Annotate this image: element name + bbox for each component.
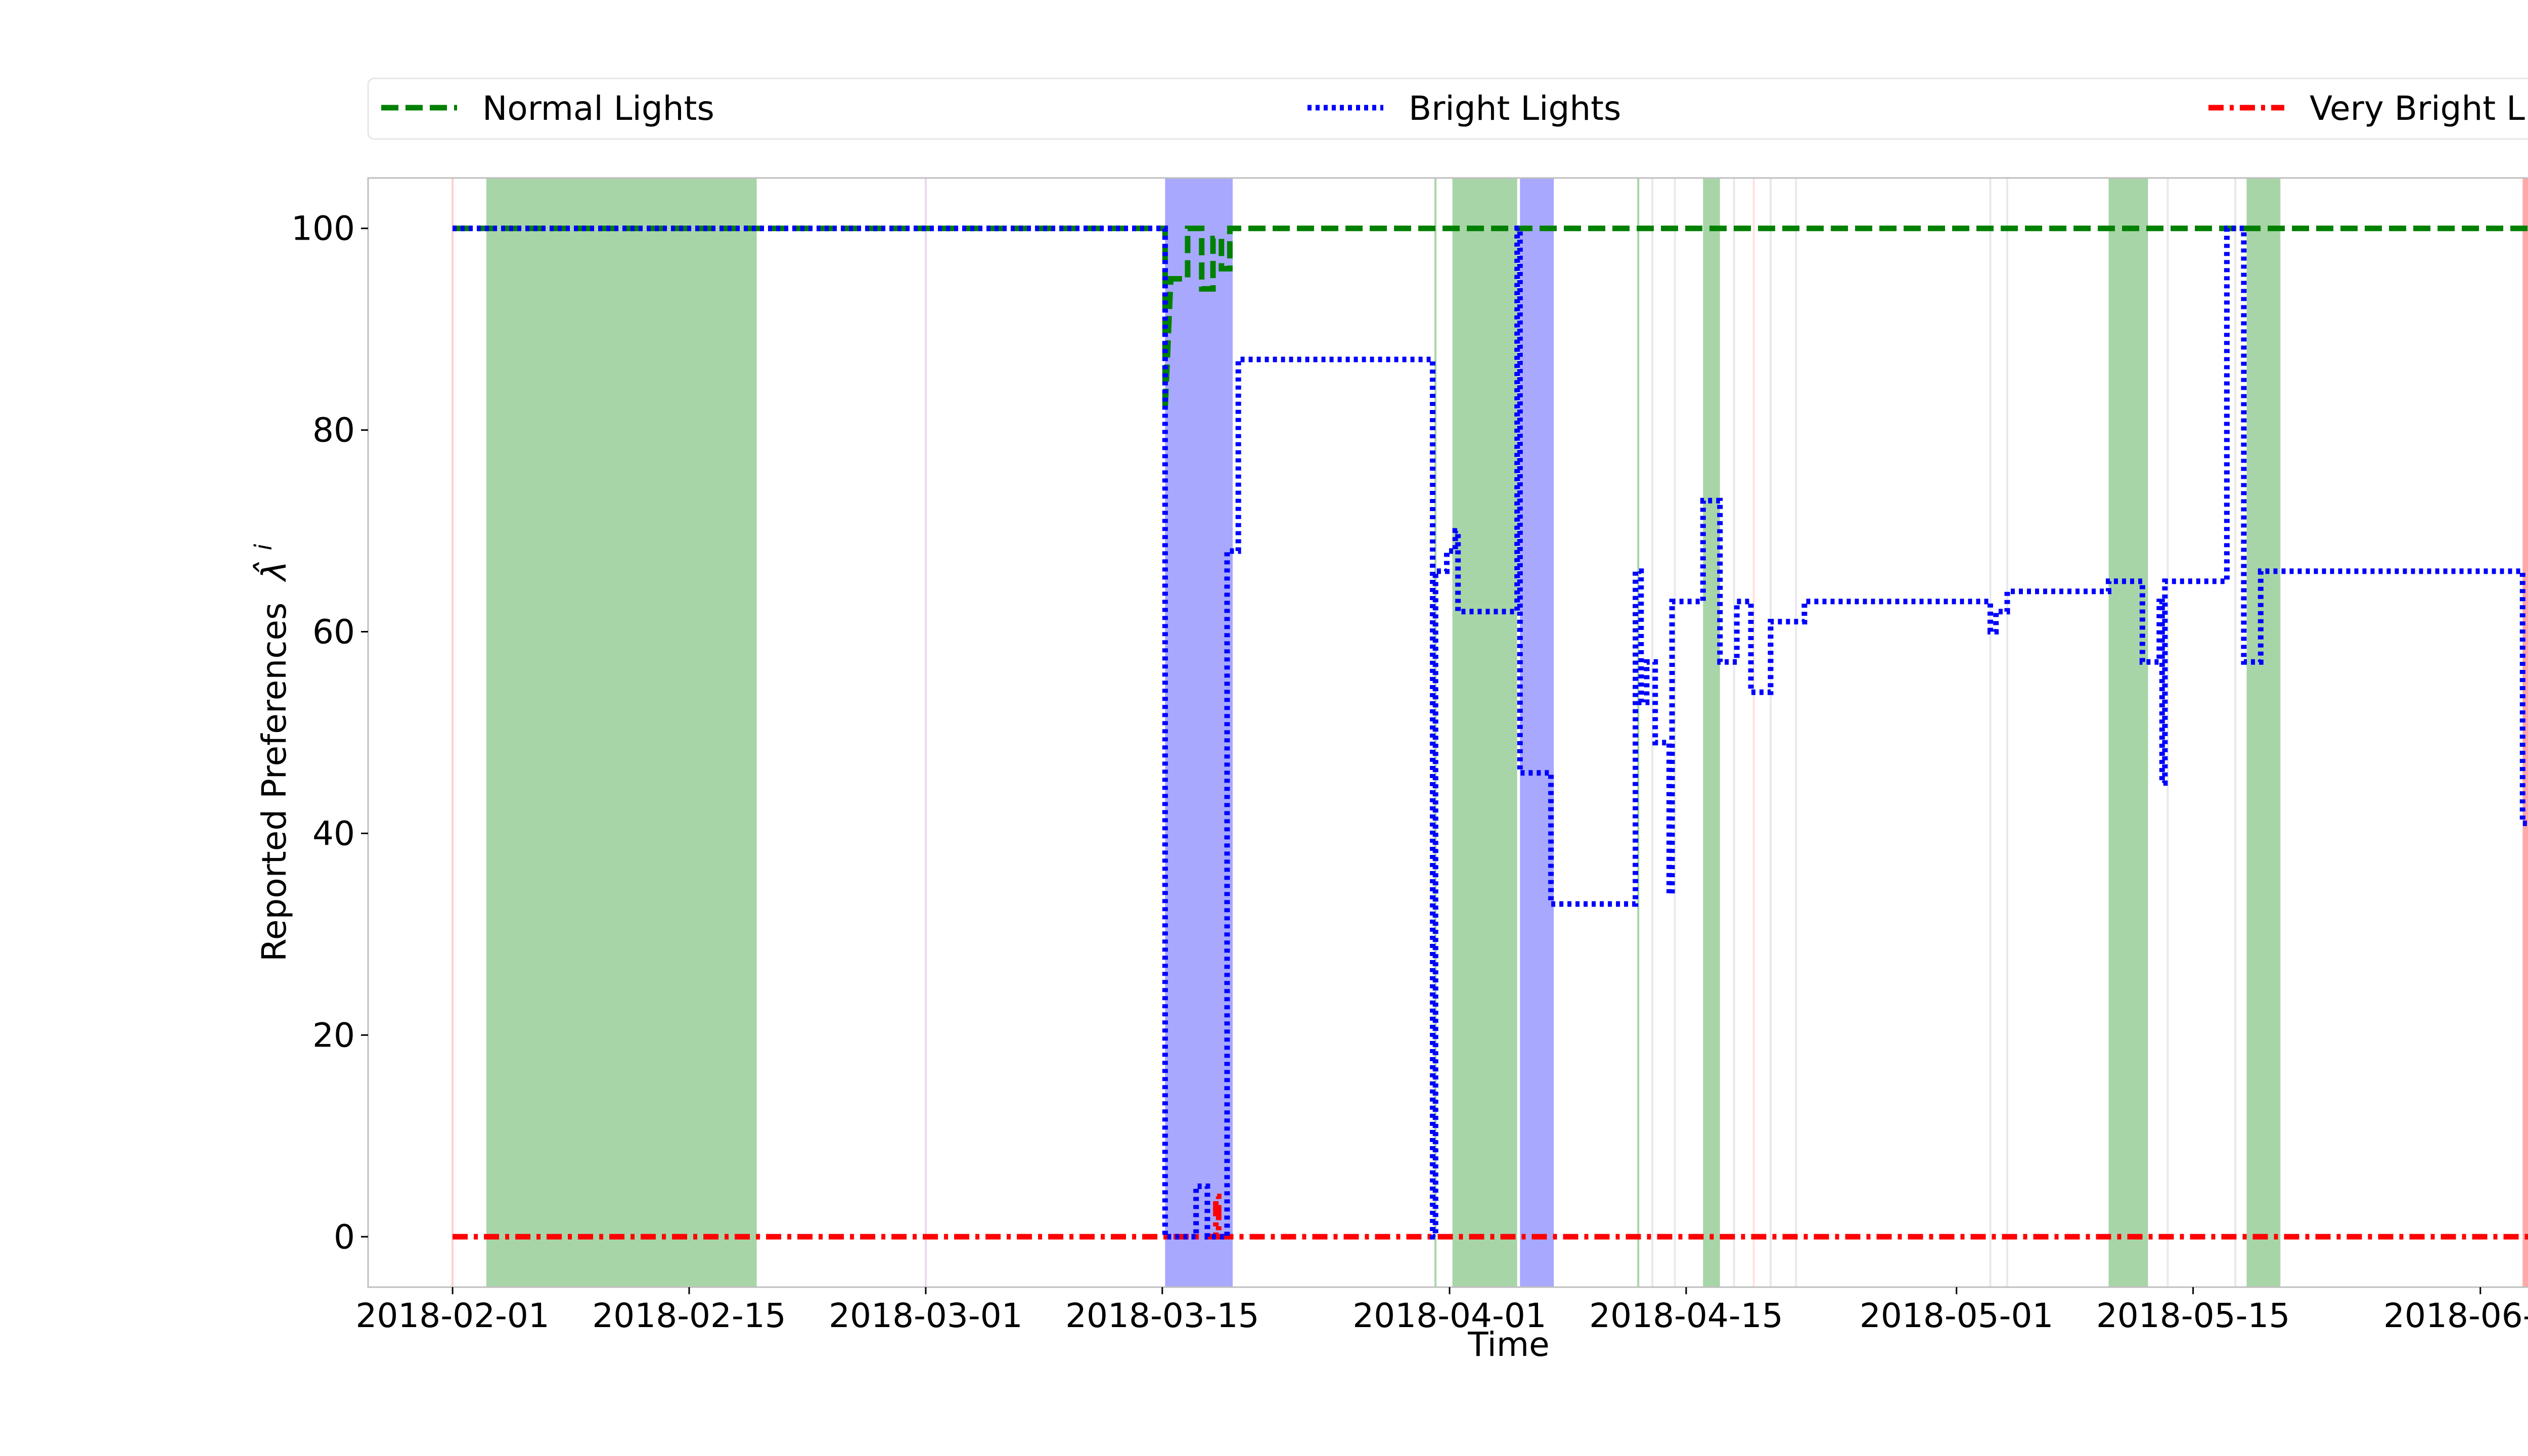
x-tick-label: 2018-02-15 (592, 1296, 786, 1335)
shaded-span (1520, 178, 1554, 1287)
x-tick-label: 2018-04-15 (1589, 1296, 1783, 1335)
y-axis-label-text: Reported Preferences (255, 603, 294, 962)
shaded-span (1452, 178, 1517, 1287)
y-tick-label: 0 (334, 1217, 355, 1256)
plot-frame (367, 177, 2528, 1288)
shaded-span (486, 178, 757, 1287)
shaded-spans (452, 178, 2528, 1287)
shaded-span (2246, 178, 2281, 1287)
shaded-span (2108, 178, 2148, 1287)
x-tick-label: 2018-02-01 (355, 1296, 550, 1335)
y-tick-label: 40 (312, 814, 355, 853)
y-axis-label: Reported Preferences λ̂ i (250, 544, 294, 962)
x-tick-label: 2018-05-01 (1860, 1296, 2054, 1335)
series-line-bright-lights (453, 225, 2528, 1240)
x-tick-label: 2018-03-01 (829, 1296, 1023, 1335)
y-axis-label-superscript: i (250, 544, 277, 551)
y-axis-label-symbol: λ̂ (253, 561, 294, 582)
legend-label: Normal Lights (482, 89, 714, 128)
series-line-very-bright-lights (453, 1194, 2528, 1240)
legend-label: Very Bright Lights (2310, 89, 2528, 128)
plot-area: 2018-02-01 2018-02-15 2018-03-01 2018-03-15… (291, 177, 2528, 1335)
y-tick-label: 60 (312, 613, 355, 652)
x-tick-label: 2018-06-01 (2383, 1296, 2528, 1335)
legend-label: Bright Lights (1409, 89, 1621, 128)
legend: Normal Lights Bright Lights Very Bright Li… (367, 77, 2528, 140)
series-lines (453, 225, 2528, 1240)
x-tick-label: 2018-05-15 (2096, 1296, 2290, 1335)
y-tick-label: 20 (312, 1016, 355, 1055)
shaded-span (1165, 178, 1233, 1287)
x-tick-label: 2018-04-01 (1352, 1296, 1547, 1335)
x-axis-label: Time (1467, 1325, 1550, 1364)
shaded-span (1703, 178, 1720, 1287)
y-tick-label: 100 (291, 209, 355, 248)
legend-frame (367, 77, 2528, 140)
x-axis: 2018-02-01 2018-02-15 2018-03-01 2018-03-15… (355, 1287, 2528, 1335)
y-axis: 0 20 40 60 80 100 (291, 209, 368, 1256)
shaded-span (2522, 178, 2528, 1287)
x-tick-label: 2018-03-15 (1065, 1296, 1259, 1335)
y-tick-label: 80 (312, 411, 355, 450)
